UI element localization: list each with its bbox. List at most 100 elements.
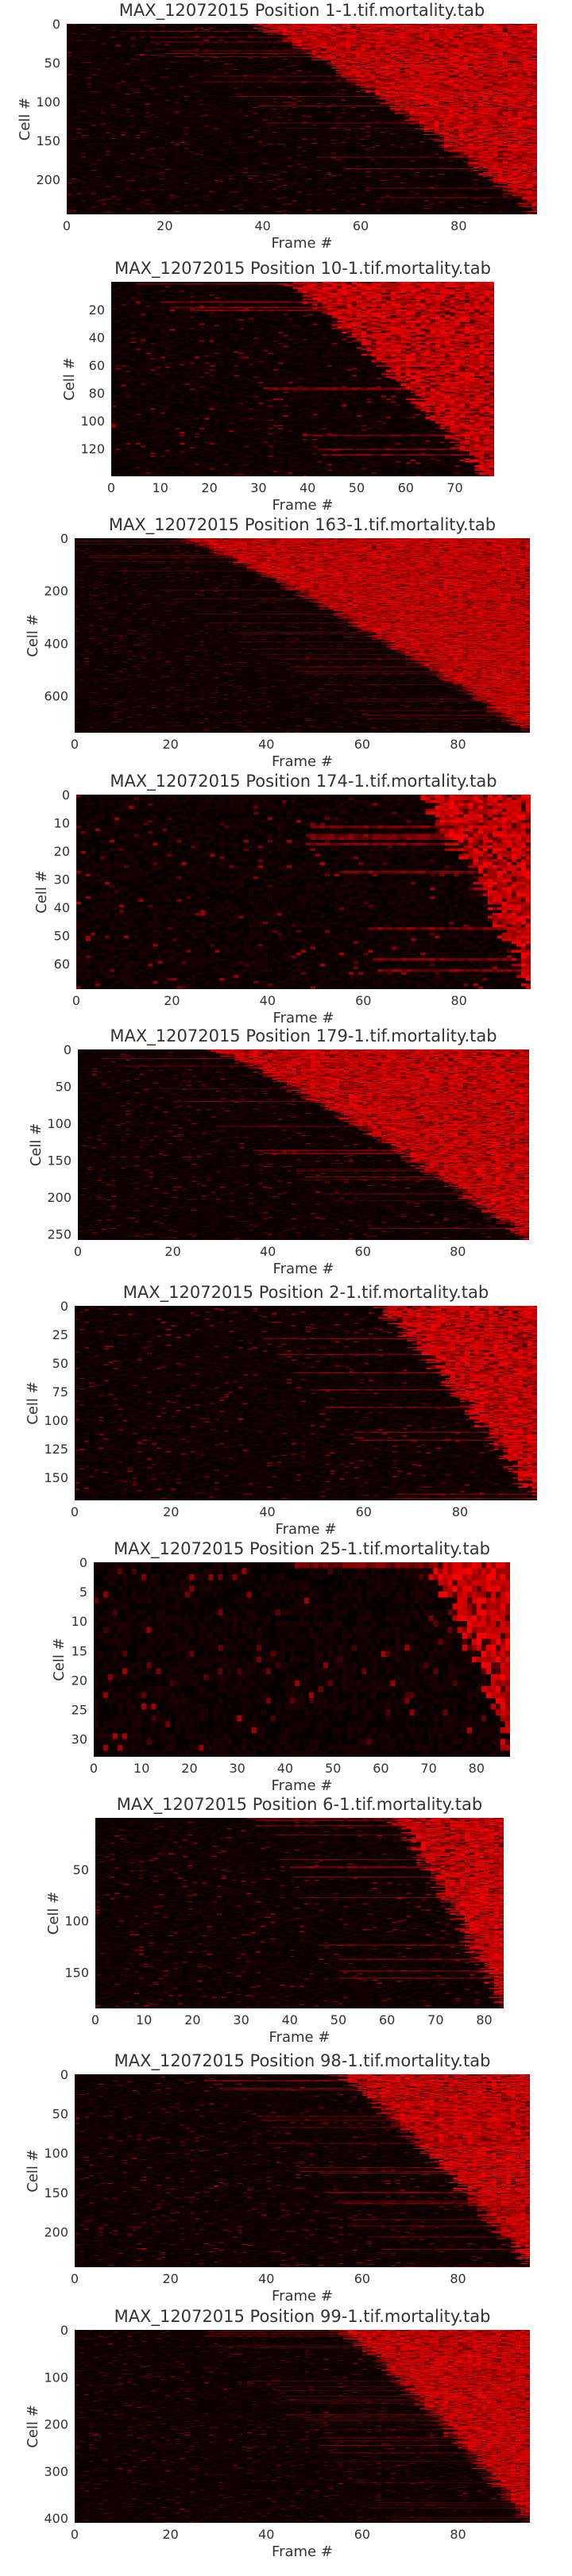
- x-tick-label: 30: [233, 2012, 249, 2027]
- x-tick-label: 70: [420, 1761, 436, 1776]
- y-tick-label: 20: [54, 844, 70, 859]
- heatmap-cells: [78, 1049, 529, 1240]
- x-tick-label: 80: [450, 2271, 466, 2286]
- y-tick-label: 30: [72, 1732, 87, 1747]
- heatmap-cells: [111, 282, 494, 476]
- y-tick-label: 100: [47, 1116, 72, 1131]
- y-tick-label: 100: [36, 94, 60, 110]
- y-tick-label: 0: [60, 1299, 68, 1314]
- x-tick-label: 20: [163, 1504, 179, 1519]
- y-axis-label: Cell #: [25, 2405, 41, 2447]
- y-tick-label: 50: [52, 1356, 68, 1371]
- x-tick-label: 80: [450, 1244, 466, 1259]
- heatmap-cells: [76, 795, 531, 989]
- y-tick-label: 25: [52, 1327, 68, 1342]
- chart-panel-10: MAX_12072015 Position 99-1.tif.mortality…: [25, 2307, 530, 2560]
- chart-title: MAX_12072015 Position 6-1.tif.mortality.…: [117, 1795, 482, 1815]
- y-tick-label: 150: [44, 1470, 68, 1485]
- chart-title: MAX_12072015 Position 179-1.tif.mortalit…: [110, 1026, 497, 1046]
- x-tick-label: 20: [162, 737, 178, 752]
- x-tick-label: 80: [469, 1761, 485, 1776]
- y-tick-label: 10: [72, 1614, 87, 1629]
- x-tick-label: 80: [450, 218, 466, 233]
- x-tick-label: 30: [250, 480, 266, 495]
- chart-panel-3: MAX_12072015 Position 163-1.tif.mortalit…: [25, 515, 530, 770]
- x-tick-label: 60: [354, 2271, 370, 2286]
- y-tick-label: 250: [47, 1227, 72, 1242]
- y-axis-label: Cell #: [25, 614, 41, 657]
- y-axis-label: Cell #: [45, 1892, 62, 1935]
- x-tick-label: 20: [157, 218, 172, 233]
- x-tick-label: 70: [427, 2012, 443, 2027]
- y-tick-label: 80: [89, 386, 105, 401]
- x-tick-label: 0: [71, 737, 79, 752]
- x-tick-label: 10: [153, 480, 168, 495]
- chart-panel-4: MAX_12072015 Position 174-1.tif.mortalit…: [33, 772, 531, 1026]
- y-tick-label: 50: [56, 1080, 72, 1095]
- x-tick-label: 20: [162, 2527, 178, 2542]
- x-axis-label: Frame #: [269, 2029, 330, 2046]
- x-tick-label: 60: [355, 1244, 371, 1259]
- x-tick-label: 80: [476, 2012, 492, 2027]
- y-tick-label: 150: [44, 2185, 68, 2201]
- x-tick-label: 80: [450, 2527, 466, 2542]
- x-tick-label: 0: [71, 2527, 79, 2542]
- y-tick-label: 150: [64, 1966, 89, 1981]
- chart-title: MAX_12072015 Position 1-1.tif.mortality.…: [119, 1, 485, 21]
- x-tick-label: 40: [254, 218, 270, 233]
- y-tick-label: 15: [72, 1643, 87, 1658]
- x-tick-label: 50: [325, 1761, 341, 1776]
- x-tick-label: 20: [201, 480, 217, 495]
- x-tick-label: 70: [446, 480, 462, 495]
- x-tick-label: 10: [133, 1761, 149, 1776]
- y-tick-label: 125: [44, 1442, 68, 1457]
- y-tick-label: 150: [36, 133, 60, 148]
- y-tick-label: 400: [44, 636, 68, 651]
- chart-title: MAX_12072015 Position 10-1.tif.mortality…: [114, 259, 491, 279]
- x-axis-label: Frame #: [272, 235, 333, 252]
- chart-title: MAX_12072015 Position 99-1.tif.mortality…: [114, 2307, 491, 2327]
- x-tick-label: 0: [71, 1504, 79, 1519]
- x-axis-label: Frame #: [276, 1521, 337, 1538]
- chart-panel-6: MAX_12072015 Position 2-1.tif.mortality.…: [25, 1283, 537, 1538]
- x-axis-label: Frame #: [272, 497, 334, 514]
- x-tick-label: 50: [349, 480, 365, 495]
- x-tick-label: 80: [451, 993, 467, 1008]
- y-tick-label: 0: [60, 2067, 68, 2082]
- chart-panel-8: MAX_12072015 Position 6-1.tif.mortality.…: [45, 1795, 504, 2046]
- x-tick-label: 60: [379, 2012, 395, 2027]
- x-tick-label: 0: [71, 2271, 79, 2286]
- x-tick-label: 30: [230, 1761, 245, 1776]
- y-tick-label: 100: [44, 1413, 68, 1428]
- x-tick-label: 60: [398, 480, 414, 495]
- x-tick-label: 60: [373, 1761, 388, 1776]
- chart-title: MAX_12072015 Position 163-1.tif.mortalit…: [109, 515, 496, 535]
- y-tick-label: 30: [54, 872, 70, 888]
- x-tick-label: 20: [184, 2012, 200, 2027]
- y-axis-label: Cell #: [51, 1638, 68, 1681]
- x-tick-label: 40: [258, 2527, 274, 2542]
- y-tick-label: 200: [44, 583, 68, 599]
- y-tick-label: 100: [80, 414, 105, 429]
- heatmap-cells: [94, 1562, 510, 1757]
- x-tick-label: 0: [107, 480, 115, 495]
- x-tick-label: 40: [258, 2271, 274, 2286]
- y-tick-label: 50: [52, 2107, 68, 2122]
- y-tick-label: 60: [89, 358, 105, 373]
- chart-panel-1: MAX_12072015 Position 1-1.tif.mortality.…: [17, 1, 537, 252]
- y-tick-label: 150: [47, 1153, 72, 1169]
- y-tick-label: 0: [62, 787, 70, 803]
- x-tick-label: 80: [452, 1504, 468, 1519]
- x-tick-label: 20: [164, 1244, 180, 1259]
- y-tick-label: 200: [47, 1190, 72, 1205]
- y-tick-label: 400: [44, 2511, 68, 2526]
- y-axis-label: Cell #: [17, 98, 33, 141]
- x-tick-label: 60: [354, 2527, 370, 2542]
- x-tick-label: 60: [356, 1504, 372, 1519]
- y-tick-label: 50: [44, 56, 60, 71]
- y-tick-label: 0: [60, 531, 68, 546]
- chart-title: MAX_12072015 Position 2-1.tif.mortality.…: [123, 1283, 489, 1303]
- y-tick-label: 200: [44, 2224, 68, 2239]
- x-tick-label: 0: [91, 2012, 99, 2027]
